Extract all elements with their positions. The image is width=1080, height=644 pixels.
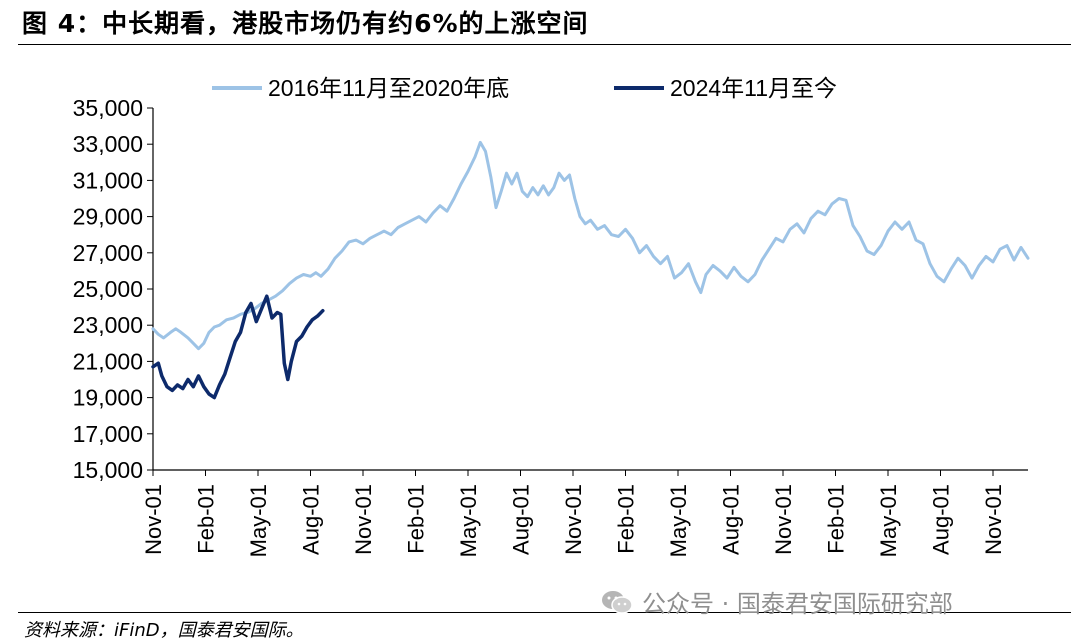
y-tick-label: 23,000 <box>73 312 143 338</box>
x-tick-label: Nov-01 <box>141 484 166 555</box>
x-tick-label: May-01 <box>456 484 481 557</box>
y-tick-label: 21,000 <box>73 348 143 374</box>
series-2016-2020-line <box>151 140 1030 351</box>
x-tick-label: Aug-01 <box>719 484 744 555</box>
chart-title: 图 4：中长期看，港股市场仍有约6%的上涨空间 <box>22 9 589 38</box>
x-tick-label: Aug-01 <box>929 484 954 555</box>
y-tick-label: 27,000 <box>73 240 143 266</box>
series-2024-now-line <box>151 294 325 400</box>
y-tick-label: 33,000 <box>73 131 143 157</box>
y-axis: 15,000 17,000 19,000 21,000 23,000 25,000 27,0… <box>73 95 154 483</box>
x-tick-label: Aug-01 <box>509 484 534 555</box>
y-tick-label: 35,000 <box>73 95 143 121</box>
x-tick-label: May-01 <box>876 484 901 557</box>
x-tick-label: Feb-01 <box>824 484 849 554</box>
y-tick-label: 15,000 <box>73 457 143 483</box>
x-tick-label: Feb-01 <box>404 484 429 554</box>
x-tick-label: Nov-01 <box>561 484 586 555</box>
legend-label: 2016年11月至2020年底 <box>268 75 509 101</box>
y-tick-label: 17,000 <box>73 421 143 447</box>
legend: 2016年11月至2020年底 2024年11月至今 <box>212 75 837 101</box>
watermark: 公众号 · 国泰君安国际研究部 <box>600 584 953 619</box>
y-tick-label: 25,000 <box>73 276 143 302</box>
chart: 15,000 17,000 19,000 21,000 23,000 25,000 27,0… <box>73 75 1030 557</box>
x-tick-label: Nov-01 <box>981 484 1006 555</box>
x-tick-label: Feb-01 <box>194 484 219 554</box>
series-layer <box>151 140 1030 400</box>
wechat-logo-icon <box>602 590 633 614</box>
y-tick-label: 19,000 <box>73 385 143 411</box>
x-tick-label: May-01 <box>246 484 271 557</box>
bottom-rule <box>18 612 1071 613</box>
y-tick-label: 31,000 <box>73 167 143 193</box>
x-tick-label: Feb-01 <box>614 484 639 554</box>
x-tick-label: Nov-01 <box>771 484 796 555</box>
x-tick-label: Aug-01 <box>299 484 324 555</box>
y-tick-label: 29,000 <box>73 204 143 230</box>
x-tick-label: May-01 <box>666 484 691 557</box>
x-tick-label: Nov-01 <box>351 484 376 555</box>
source-note: 资料来源：iFinD，国泰君安国际。 <box>24 620 304 641</box>
legend-label: 2024年11月至今 <box>670 75 837 101</box>
watermark-text: 公众号 · 国泰君安国际研究部 <box>642 590 953 618</box>
top-rule <box>18 44 1071 45</box>
x-axis: Nov-01 Feb-01 May-01 Aug-01 Nov-01 Feb-01 May-… <box>141 469 1028 557</box>
